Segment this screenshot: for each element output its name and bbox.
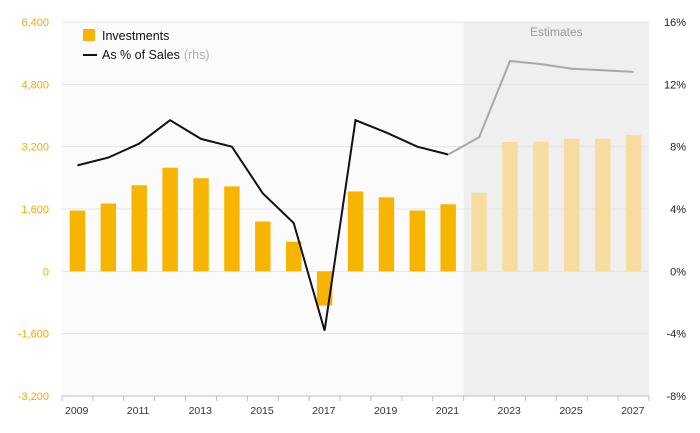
x-tick-label-2015: 2015 — [250, 405, 274, 417]
investment-bar-2020 — [409, 210, 426, 272]
investment-bar-2018 — [347, 191, 364, 272]
investment-bar-2024 — [533, 141, 549, 272]
left-tick-label-2: 0 — [43, 266, 49, 278]
right-tick-label-2: 0% — [670, 266, 686, 278]
x-tick-label-2023: 2023 — [498, 405, 522, 417]
legend-label-investments: Investments — [102, 29, 169, 43]
right-tick-label-6: 16% — [664, 17, 686, 29]
left-tick-label-5: 4,800 — [21, 79, 49, 91]
left-tick-label-1: -1,600 — [18, 329, 49, 341]
right-tick-label-5: 12% — [664, 79, 686, 91]
sales-pct-line-estimate — [447, 59, 634, 156]
left-tick-label-6: 6,400 — [21, 17, 49, 29]
investment-bar-2014 — [224, 186, 240, 272]
legend-label-sales-pct: As % of Sales (rhs) — [102, 48, 210, 62]
investment-bar-2023 — [502, 141, 518, 272]
investment-bar-2027 — [625, 134, 642, 272]
legend-swatch-investments — [83, 29, 95, 41]
investment-bar-2016 — [285, 241, 302, 272]
x-tick-label-2013: 2013 — [189, 405, 213, 417]
investments-bars — [69, 134, 642, 306]
investment-bar-2026 — [594, 138, 611, 272]
x-tick-label-2019: 2019 — [374, 405, 398, 417]
investment-bar-2013 — [193, 178, 209, 272]
investment-bar-2009 — [69, 210, 86, 272]
sales-pct-line — [77, 59, 634, 331]
investment-bar-2010 — [100, 203, 117, 272]
investment-bar-2021 — [440, 204, 456, 272]
x-tick-label-2021: 2021 — [436, 405, 460, 417]
investment-bar-2019 — [378, 197, 395, 272]
x-tick-label-2009: 2009 — [65, 405, 89, 417]
investment-bar-2022 — [471, 192, 487, 272]
x-tick-label-2011: 2011 — [127, 405, 150, 417]
right-tick-label-1: -4% — [666, 329, 686, 341]
left-tick-label-4: 3,200 — [21, 142, 49, 154]
x-tick-label-2017: 2017 — [312, 405, 336, 417]
estimates-label: Estimates — [530, 25, 583, 39]
right-tick-label-3: 4% — [670, 204, 686, 216]
right-tick-label-4: 8% — [670, 142, 686, 154]
investment-bar-2017 — [316, 271, 333, 306]
legend-label-rhs-note: (rhs) — [184, 48, 210, 62]
left-tick-label-3: 1,600 — [21, 204, 49, 216]
investment-bar-2015 — [255, 221, 271, 272]
axes: -3,200 -1,600 0 1,600 3,200 4,800 6,400 -8% -4% 0… — [18, 17, 686, 417]
legend-label-sales-pct-name: As % of Sales — [102, 48, 180, 62]
investment-bar-2011 — [131, 185, 147, 272]
legend: Investments As % of Sales (rhs) — [83, 29, 210, 62]
sales-pct-line-actual — [77, 118, 449, 331]
investment-bar-2012 — [162, 167, 178, 272]
x-tick-label-2025: 2025 — [559, 405, 583, 417]
x-tick-label-2027: 2027 — [621, 405, 645, 417]
right-tick-label-0: -8% — [666, 391, 686, 403]
left-tick-label-0: -3,200 — [18, 391, 49, 403]
investment-bar-2025 — [564, 138, 580, 272]
